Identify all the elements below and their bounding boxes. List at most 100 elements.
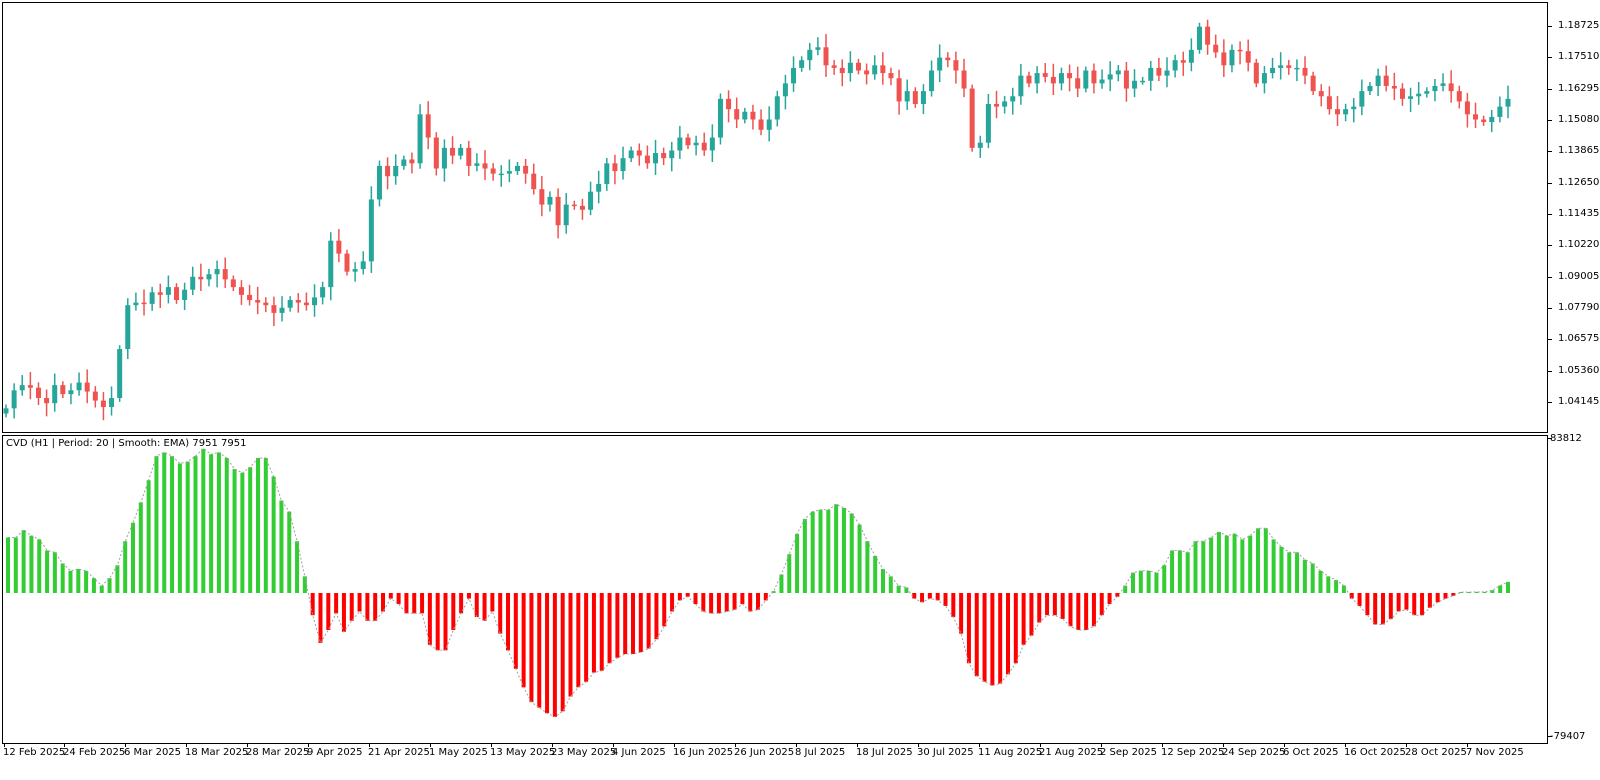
candle <box>823 34 829 77</box>
candle <box>1318 84 1324 107</box>
candle <box>466 140 472 176</box>
candle <box>1286 59 1292 75</box>
cvd-bar <box>256 457 260 593</box>
cvd-bar <box>904 587 909 593</box>
candle <box>588 181 594 216</box>
candle <box>1464 92 1470 128</box>
cvd-bar <box>1162 565 1167 593</box>
cvd-indicator-pane[interactable] <box>2 435 1548 744</box>
cvd-bar <box>52 552 57 593</box>
candle <box>458 143 464 160</box>
cvd-bar <box>1248 535 1253 593</box>
time-axis-label: 6 Mar 2025 <box>124 747 182 758</box>
candle <box>368 186 374 273</box>
candle <box>76 372 82 396</box>
candle <box>1278 52 1284 80</box>
cvd-bar <box>795 533 800 593</box>
cvd-bar <box>1060 593 1065 619</box>
cvd-bar <box>912 593 917 599</box>
cvd-bar <box>154 456 159 593</box>
time-axis-tick <box>796 743 797 747</box>
candle <box>523 158 529 184</box>
candle <box>774 90 780 127</box>
price-axis-tick <box>1547 371 1552 372</box>
cvd-bar <box>1271 539 1276 593</box>
candle <box>929 60 935 97</box>
candle <box>604 157 610 191</box>
time-axis-label: 26 Jun 2025 <box>734 747 795 758</box>
price-axis-label: 1.05360 <box>1558 365 1600 376</box>
cvd-bar <box>662 593 667 627</box>
cvd-bar <box>982 593 987 682</box>
candle <box>1237 41 1243 65</box>
price-axis-tick <box>1547 151 1552 152</box>
cvd-bar <box>756 593 760 610</box>
cvd-bar <box>474 593 479 618</box>
candle <box>52 373 58 412</box>
cvd-bar <box>1396 593 1401 612</box>
cvd-bar <box>881 568 885 593</box>
time-axis-tick <box>735 743 736 747</box>
cvd-bar <box>841 507 846 593</box>
candle <box>1042 63 1048 83</box>
candle <box>1416 82 1422 105</box>
candle <box>84 369 90 404</box>
candle <box>247 284 253 306</box>
time-axis-tick <box>1223 743 1224 747</box>
cvd-bar <box>974 593 979 677</box>
cvd-bar <box>748 593 753 612</box>
candle <box>1050 63 1056 95</box>
cvd-bar <box>1177 550 1182 593</box>
cvd-bar <box>716 593 721 614</box>
candle <box>1270 57 1276 79</box>
cvd-bar <box>1381 593 1385 625</box>
candle <box>27 371 33 400</box>
cvd-bar <box>435 593 440 651</box>
time-axis-label: 6 Oct 2025 <box>1283 747 1339 758</box>
cvd-bar <box>591 593 596 673</box>
price-pane[interactable] <box>2 2 1548 433</box>
cvd-bar <box>185 461 190 593</box>
cvd-bar <box>1138 570 1143 593</box>
candle <box>117 345 123 402</box>
cvd-bar <box>131 522 135 593</box>
candle <box>1026 71 1032 88</box>
candle <box>904 79 910 110</box>
candle <box>701 132 707 156</box>
cvd-bar <box>576 593 581 688</box>
cvd-bar <box>568 593 573 697</box>
candle <box>312 284 318 317</box>
candle <box>669 141 675 172</box>
candle <box>328 232 334 301</box>
cvd-bar <box>779 574 784 593</box>
candle <box>596 170 602 204</box>
cvd-bar <box>1131 572 1135 593</box>
cvd-bar <box>873 556 878 593</box>
candle <box>295 293 301 313</box>
candle <box>1359 79 1365 116</box>
time-axis-label: 28 Mar 2025 <box>246 747 310 758</box>
candle <box>734 97 740 128</box>
candle <box>1099 69 1105 89</box>
cvd-bar <box>1209 537 1214 593</box>
cvd-axis-max-label: 83812 <box>1550 433 1582 444</box>
candle <box>880 52 886 85</box>
candle <box>1473 102 1479 128</box>
candle <box>1489 109 1495 133</box>
candle <box>1107 61 1113 92</box>
candle <box>125 298 131 360</box>
cvd-bar <box>959 593 964 634</box>
cvd-bar <box>896 585 901 593</box>
candle <box>1375 68 1381 97</box>
candle <box>279 296 285 322</box>
cvd-bar <box>1443 593 1448 599</box>
cvd-bar <box>490 593 495 612</box>
candle <box>693 135 699 156</box>
cvd-bar <box>1201 541 1206 593</box>
time-axis-label: 12 Feb 2025 <box>3 747 66 758</box>
candle <box>872 55 878 80</box>
candle <box>1326 86 1332 115</box>
time-axis-tick <box>491 743 492 747</box>
candle <box>815 37 821 56</box>
